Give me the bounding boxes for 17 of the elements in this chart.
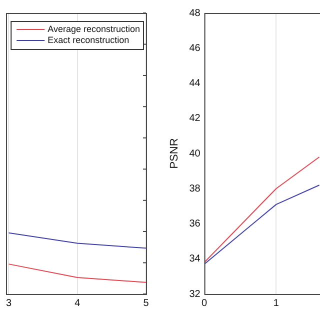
y-tick-label: 40 — [189, 148, 201, 160]
x-tick-label: 0 — [202, 298, 208, 309]
x-tick-label: 5 — [143, 298, 150, 309]
y-tick-label: 48 — [189, 8, 201, 19]
y-tick-label: 34 — [189, 254, 201, 265]
y-tick-label: 32 — [189, 288, 201, 300]
y-tick-label: 38 — [189, 183, 201, 194]
x-tick-label: 1 — [273, 298, 280, 309]
y-axis-title: PSNR — [168, 138, 181, 169]
legend-label: Exact reconstruction — [48, 34, 130, 45]
x-tick-label: 3 — [6, 298, 12, 309]
y-tick-label: 42 — [189, 113, 201, 124]
y-tick-label: 46 — [189, 42, 201, 54]
x-tick-label: 4 — [74, 298, 81, 309]
y-tick-label: 44 — [189, 78, 201, 89]
y-tick-label: 36 — [189, 218, 201, 230]
legend-label: Average reconstruction — [48, 24, 140, 34]
